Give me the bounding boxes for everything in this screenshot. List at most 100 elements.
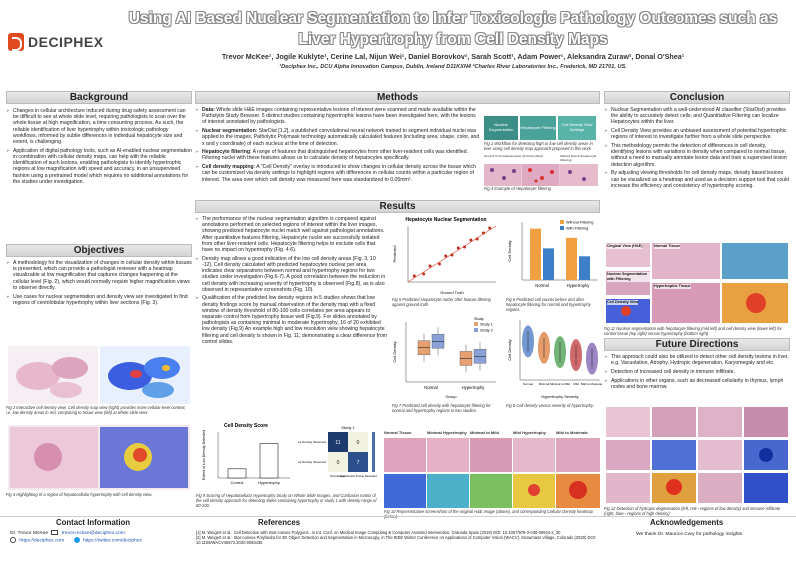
bar xyxy=(530,228,541,280)
bar xyxy=(566,237,577,280)
x-tick-label: Hypertrophy xyxy=(462,385,486,390)
legend-swatch xyxy=(474,322,478,326)
methods-item-label: Data: xyxy=(202,107,215,113)
x-tick-label: Minimal xyxy=(539,382,550,386)
chart-title: Cell Density Score xyxy=(224,423,268,429)
reference-item: [1] M. Weigert et al.: Cell Detection wi… xyxy=(196,530,561,535)
fig10-label: Minimal Hypertrophy xyxy=(427,430,467,435)
background-text: Changes in cellular architecture induced… xyxy=(6,108,192,187)
fig10-label: Mild to Moderate xyxy=(556,430,588,435)
objectives-bullet: Use cases for nuclear segmentation and d… xyxy=(6,294,192,306)
fig6-bar-chart: Normal Hypertrophy Without Filtering With F… xyxy=(506,214,602,296)
poster-title: Using AI Based Nuclear Segmentation to I… xyxy=(128,10,778,48)
fig11-caption: Fig 11 Nuclear segmentation with hepatoc… xyxy=(604,326,782,336)
results-bullet: The performance of the nuclear segmentat… xyxy=(195,216,387,253)
data-point xyxy=(475,237,479,241)
fig9-confusion-matrix: Study 1 11 0 Non Low Density Observed 0 7 Low … xyxy=(298,420,380,492)
data-point xyxy=(444,254,448,258)
fig5-caption: Fig 5 Predicted Hepatocyte nuclei after … xyxy=(392,297,491,307)
col-label: Normal Liver xyxy=(330,474,346,478)
fig4-label: Ground Truth (Hepatocytes) xyxy=(484,154,522,158)
methods-item: Nuclear segmentation: StarDist [1,2], a … xyxy=(195,128,480,147)
matrix-cell xyxy=(328,452,348,472)
fig4-caption: Fig 4 Example of Hepatocyte filtering xyxy=(484,186,551,191)
bar xyxy=(543,248,554,280)
fig11-grid: Original View (H&E) Normal Tissue Nuclea… xyxy=(606,243,788,325)
methods-item-label: Cell density mapping xyxy=(202,164,254,171)
data-point xyxy=(469,238,473,242)
fig4-image xyxy=(484,164,598,186)
fig8-caption: Fig 8 Cell density versus severity of hy… xyxy=(506,403,594,408)
fig4-label: All Nuclei (Red) xyxy=(522,154,543,158)
row-label: Low Density Observed xyxy=(298,460,326,464)
conclusion-text: Nuclear Segmentation with a well-underst… xyxy=(604,107,790,191)
contact-web[interactable]: https://deciphex.com xyxy=(19,538,65,544)
background-heading: Background xyxy=(6,91,192,104)
poster-header: DECIPHEX Using AI Based Nuclear Segmenta… xyxy=(0,0,796,84)
x-tick-label: Hypertrophy xyxy=(258,480,280,485)
data-point xyxy=(428,264,432,268)
legend-swatch xyxy=(560,226,564,230)
methods-heading: Methods xyxy=(195,91,600,104)
legend-label: Study 2 xyxy=(480,329,493,333)
objectives-heading: Objectives xyxy=(6,244,192,257)
deciphex-logo: DECIPHEX xyxy=(8,30,118,54)
x-axis-label: Hypertrophy Severity xyxy=(541,394,578,399)
methods-item-label: Nuclear segmentation xyxy=(202,128,256,135)
x-axis-label: Group xyxy=(445,394,457,399)
x-tick-label: Minimal to Mild xyxy=(550,382,570,386)
fig9-caption: Fig 9 Scoring of Hepatocellular Hypertro… xyxy=(196,493,377,508)
fig3-image xyxy=(8,425,190,490)
bar xyxy=(579,256,590,280)
data-point xyxy=(481,231,485,235)
fig10-images xyxy=(384,438,600,508)
fig7-caption: Fig 7 Predicted cell density with hepato… xyxy=(392,403,491,413)
fig10-label: Minimal to Mild xyxy=(470,430,499,435)
fig10-caption: Fig 10 Representative screenshots of the… xyxy=(384,509,593,518)
methods-item-text: : A range of features that distinguished… xyxy=(202,149,469,162)
data-point xyxy=(456,246,460,250)
data-point xyxy=(488,226,492,230)
conclusion-bullet: This methodology permits the detection o… xyxy=(604,143,790,168)
bar xyxy=(227,468,247,479)
twitter-icon xyxy=(73,536,80,543)
matrix-value: 7 xyxy=(357,460,360,466)
contact-email[interactable]: trevor.mckee@deciphex.com xyxy=(61,530,125,536)
y-axis-label: Cell Density xyxy=(507,339,512,360)
data-point xyxy=(463,245,467,249)
future-bullet: This approach could also be utilized to … xyxy=(604,354,790,366)
fig12-images xyxy=(606,407,788,503)
conclusion-heading: Conclusion xyxy=(604,91,790,104)
matrix-value: 0 xyxy=(357,440,360,446)
fig11-label: Normal Tissue xyxy=(654,244,681,249)
poster-authors: Trevor McKee¹, Jogile Kuklyte¹, Cerine L… xyxy=(221,52,685,61)
contact-twitter[interactable]: https://twitter.com/deciphex xyxy=(82,538,142,544)
fig5-scatter-chart: Hepatocyte Nuclear Segmentation Ground Tr… xyxy=(390,214,502,296)
data-point xyxy=(422,272,426,276)
fig12-caption: Fig 12 Detection of hydropic degeneratio… xyxy=(604,506,781,516)
fig7-box-chart: Normal Hypertrophy Study Study 1 Study 2 Grou… xyxy=(390,312,502,402)
bar xyxy=(259,443,279,479)
x-axis-label: Ground Truth xyxy=(440,290,464,295)
matrix-cell xyxy=(348,432,368,452)
poster-affiliation: ¹Deciphex Inc., DCU Alpha Innovation Cam… xyxy=(279,64,627,70)
email-icon xyxy=(51,530,59,535)
results-bullet: Qualification of the predicted low densi… xyxy=(195,295,387,345)
matrix-value: 0 xyxy=(337,460,340,466)
data-point xyxy=(412,274,416,278)
footer-divider xyxy=(0,516,796,517)
matrix-cell xyxy=(328,432,348,452)
methods-item: Hepatocyte filtering: A range of feature… xyxy=(195,149,480,161)
chart-background xyxy=(196,420,296,492)
conclusion-bullet: Nuclear Segmentation with a well-underst… xyxy=(604,107,790,126)
flow-cell-density: Cell Density View Settings xyxy=(558,116,596,140)
fig3-caption: Fig 3 Highlighting of a region of hepato… xyxy=(6,492,153,497)
fig6-caption: Fig 6 Predicted cell counts before and a… xyxy=(506,297,591,312)
data-point xyxy=(437,262,441,266)
fig11-label: Cell Density View xyxy=(607,300,639,305)
fig8-violin-chart: Normal Minimal Minimal to Mild Mild Mild to … xyxy=(506,312,602,402)
results-text: The performance of the nuclear segmentat… xyxy=(195,216,387,348)
results-heading: Results xyxy=(195,200,600,213)
y-axis-label: Cell Density xyxy=(392,341,397,362)
legend-label: Without Filtering xyxy=(566,221,593,225)
